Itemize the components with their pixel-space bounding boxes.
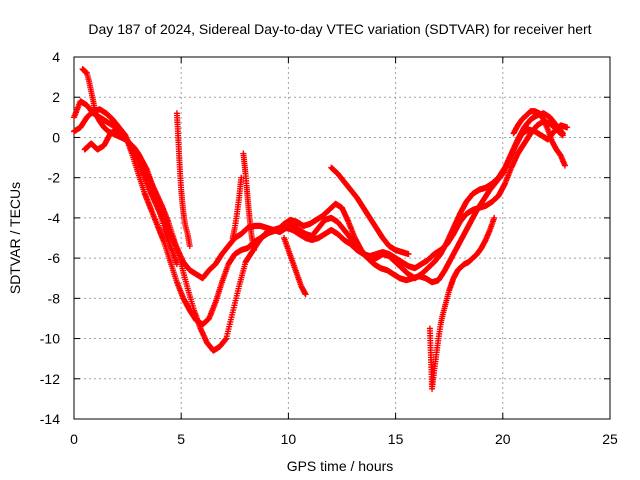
y-tick-label: -14: [40, 411, 60, 427]
x-tick-label: 15: [388, 431, 404, 447]
y-tick-label: 4: [52, 49, 60, 65]
x-tick-label: 20: [495, 431, 511, 447]
series-track-9: [328, 164, 412, 258]
series-track-3: [81, 122, 571, 354]
x-tick-label: 0: [70, 431, 78, 447]
data-point: [491, 214, 498, 221]
y-tick-label: -10: [40, 331, 60, 347]
series-track-11: [510, 108, 568, 169]
x-tick-label: 25: [602, 431, 618, 447]
data-points: [71, 66, 571, 392]
series-track-4: [79, 66, 180, 268]
y-tick-label: -4: [48, 210, 61, 226]
series-track-7: [229, 174, 245, 241]
y-tick-label: 2: [52, 89, 60, 105]
x-axis-title: GPS time / hours: [287, 458, 394, 474]
y-axis-title: SDTVAR / TECUs: [7, 182, 23, 294]
data-point: [186, 243, 193, 250]
y-tick-label: -12: [40, 371, 60, 387]
data-point: [173, 261, 180, 268]
data-point: [251, 247, 258, 254]
series-track-10: [426, 214, 498, 392]
y-tick-label: -8: [48, 290, 61, 306]
y-tick-label: -2: [48, 170, 61, 186]
data-point: [302, 291, 309, 298]
y-tick-label: -6: [48, 250, 61, 266]
axis-ticks: 0 5 10 15 20 25 -14 -12 -10 -8 -6 -4 -2 0 2 4: [40, 49, 618, 447]
x-tick-label: 5: [177, 431, 185, 447]
chart-title: Day 187 of 2024, Sidereal Day-to-day VTE…: [88, 21, 591, 37]
x-tick-label: 10: [281, 431, 297, 447]
y-tick-label: 0: [52, 129, 60, 145]
data-point: [559, 132, 566, 139]
series-track-8: [281, 235, 309, 298]
data-point: [564, 124, 571, 131]
series-track-5: [173, 110, 193, 250]
data-point: [238, 174, 245, 181]
plot-frame: [73, 56, 611, 420]
data-point: [405, 251, 412, 258]
series-track-6: [240, 150, 258, 254]
data-point: [561, 162, 568, 169]
